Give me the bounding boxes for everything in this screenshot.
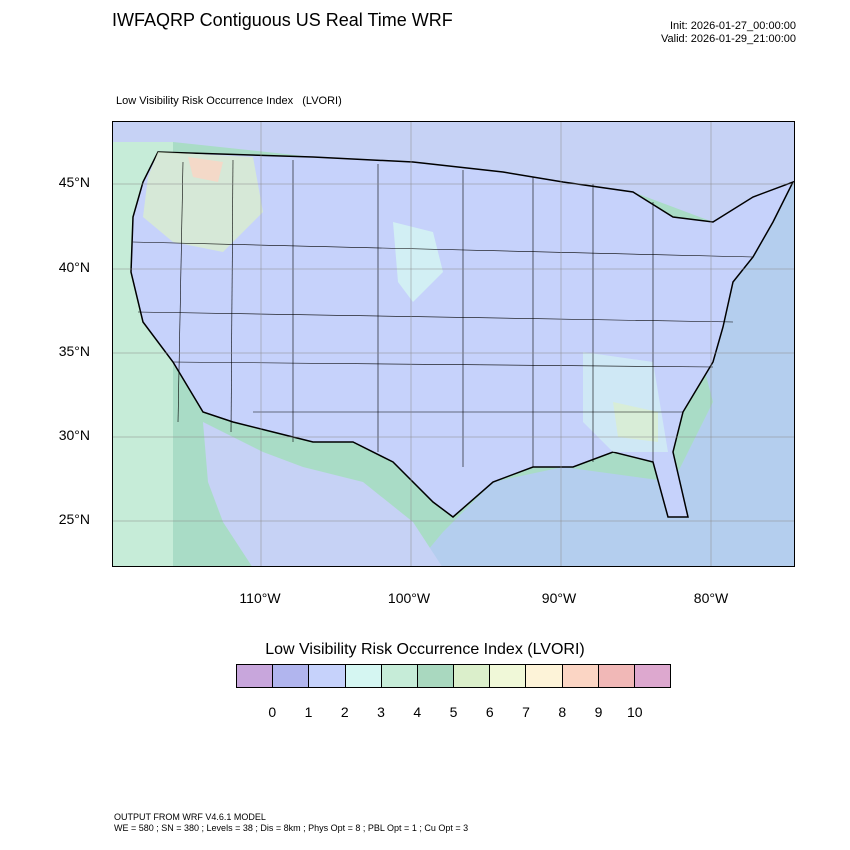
plains-moderate-risk (393, 222, 443, 302)
lat-label-40: 40°N (58, 259, 90, 275)
legend-tick-label: 8 (558, 704, 567, 720)
model-info: OUTPUT FROM WRF V4.6.1 MODEL WE = 580 ; … (114, 812, 468, 834)
run-times: Init: 2026-01-27_00:00:00 Valid: 2026-01… (661, 20, 796, 46)
mexico-land (203, 422, 442, 566)
state-borders (132, 159, 754, 467)
legend-swatch (454, 665, 491, 687)
model-config: WE = 580 ; SN = 380 ; Levels = 38 ; Dis … (114, 823, 469, 833)
legend-swatch (526, 665, 563, 687)
lat-label-30: 30°N (58, 427, 90, 443)
legend-swatch (562, 665, 599, 687)
legend-swatch (237, 665, 274, 687)
legend-tick-label: 0 (268, 704, 277, 720)
legend-swatch (381, 665, 418, 687)
lat-label-45: 45°N (58, 174, 90, 190)
legend-tick-label: 6 (485, 704, 494, 720)
lat-label-35: 35°N (58, 343, 90, 359)
legend-tick-label: 7 (522, 704, 530, 720)
canada-land (113, 122, 794, 222)
color-legend-labels: 0 1 2 3 4 5 6 7 8 9 10 (236, 704, 671, 724)
valid-time: Valid: 2026-01-29_21:00:00 (661, 33, 796, 45)
legend-swatch (309, 665, 346, 687)
lat-label-25: 25°N (58, 511, 90, 527)
color-legend-bar (236, 664, 671, 688)
legend-tick-label: 5 (449, 704, 458, 720)
map-canvas (113, 122, 794, 566)
lon-label-90w: 90°W (541, 590, 577, 606)
legend-swatch (417, 665, 455, 687)
legend-title: Low Visibility Risk Occurrence Index (LV… (265, 641, 585, 658)
lon-label-100w: 100°W (387, 590, 431, 606)
legend-swatch (634, 665, 671, 687)
lvori-map (112, 121, 795, 567)
legend-swatch (273, 665, 310, 687)
plot-title: IWFAQRP Contiguous US Real Time WRF (112, 10, 453, 30)
legend-tick-label: 9 (594, 704, 603, 720)
map-subtitle: Low Visibility Risk Occurrence Index (LV… (116, 95, 342, 107)
legend-tick-label: 1 (304, 704, 313, 720)
legend-swatch (490, 665, 527, 687)
lon-label-110w: 110°W (239, 590, 281, 606)
legend-swatch (345, 665, 382, 687)
lon-label-80w: 80°W (693, 590, 729, 606)
legend-tick-label: 4 (413, 704, 422, 720)
model-version: OUTPUT FROM WRF V4.6.1 MODEL (114, 812, 266, 822)
northwest-peak-risk (188, 157, 223, 182)
init-time: Init: 2026-01-27_00:00:00 (670, 20, 796, 32)
legend-tick-label: 3 (377, 704, 385, 720)
legend-swatch (598, 665, 635, 687)
legend-tick-label: 2 (340, 704, 349, 720)
graticule (113, 122, 794, 566)
legend-tick-label: 10 (626, 704, 643, 720)
